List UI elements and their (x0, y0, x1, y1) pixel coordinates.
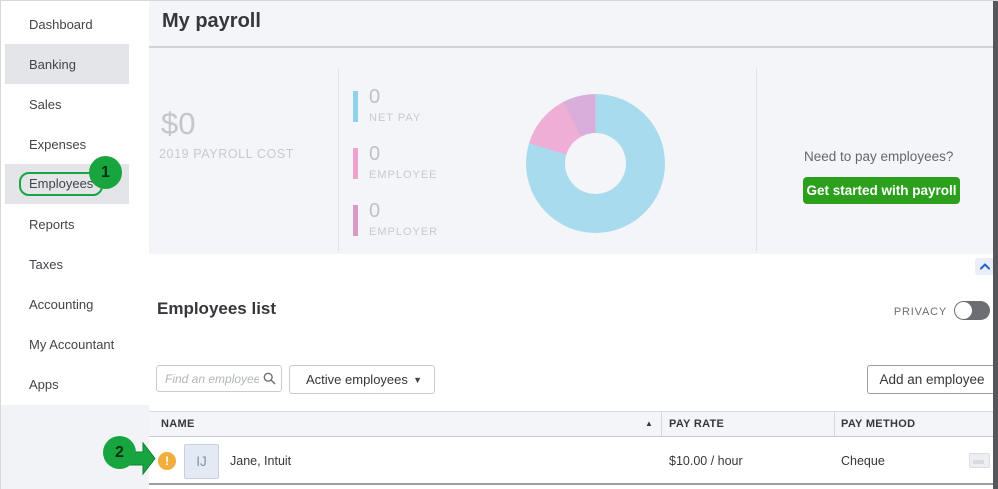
sidebar-item-sales[interactable]: Sales (5, 84, 129, 124)
sidebar-item-label: Employees (29, 176, 94, 191)
employer-label: EMPLOYER (369, 226, 439, 238)
warning-icon: ! (158, 452, 176, 470)
donut-hole (565, 133, 626, 194)
add-employee-button[interactable]: Add an employee (867, 365, 997, 394)
employee-label: EMPLOYEE (369, 169, 438, 181)
employee-avatar: IJ (184, 444, 219, 479)
divider (756, 68, 757, 251)
get-started-button[interactable]: Get started with payroll (803, 177, 960, 204)
employee-value: 0 (369, 143, 381, 165)
net-pay-value: 0 (369, 86, 381, 108)
employee-table-row[interactable]: ! IJ Jane, Intuit $10.00 / hour Cheque (149, 437, 994, 485)
cta-text: Need to pay employees? (804, 149, 954, 164)
payroll-donut-chart (526, 94, 665, 233)
filter-selected-value: Active employees (306, 372, 408, 387)
column-divider (661, 412, 662, 436)
employee-status-filter[interactable]: Active employees ▼ (289, 365, 435, 394)
sidebar-item-taxes[interactable]: Taxes (5, 244, 129, 284)
payroll-cost-value: $0 (161, 106, 196, 141)
sidebar-item-label: Accounting (29, 296, 94, 312)
privacy-toggle[interactable] (954, 301, 990, 320)
employee-pay-rate: $10.00 / hour (669, 454, 743, 468)
sidebar-item-expenses[interactable]: Expenses (5, 124, 129, 164)
sidebar-item-label: Taxes (29, 256, 63, 272)
net-pay-label: NET PAY (369, 112, 422, 124)
legend-item-employer: 0 EMPLOYER (353, 200, 503, 238)
net-pay-color-bar (353, 91, 358, 122)
payroll-cost-label: 2019 PAYROLL COST (159, 147, 295, 161)
chevron-down-icon: ▼ (413, 374, 422, 385)
step1-badge: 1 (89, 156, 122, 189)
sidebar-item-dashboard[interactable]: Dashboard (5, 4, 129, 44)
sidebar-item-accounting[interactable]: Accounting (5, 284, 129, 324)
step2-arrow-icon (128, 441, 156, 476)
employees-list-title: Employees list (157, 299, 277, 318)
sidebar-item-label: Banking (29, 56, 76, 72)
collapse-panel-button[interactable] (975, 258, 995, 275)
sidebar-item-label: Expenses (29, 136, 87, 152)
employer-color-bar (353, 205, 358, 236)
divider (338, 68, 339, 251)
chevron-up-icon (980, 263, 990, 270)
employee-search (156, 365, 282, 392)
employees-table-header: NAME ▲ PAY RATE PAY METHOD (149, 411, 994, 437)
sidebar-item-label: Apps (29, 376, 59, 392)
employee-search-input[interactable] (156, 365, 282, 392)
sidebar-item-label: Sales (29, 96, 62, 112)
page-header: My payroll (149, 1, 994, 48)
payroll-summary-panel: $0 2019 PAYROLL COST 0 NET PAY 0 EMPLOYE… (149, 48, 994, 254)
employee-name[interactable]: Jane, Intuit (230, 454, 292, 468)
sidebar-item-reports[interactable]: Reports (5, 204, 129, 244)
sort-ascending-icon[interactable]: ▲ (645, 419, 653, 428)
sidebar-item-label: Reports (29, 216, 75, 232)
sidebar-item-banking[interactable]: Banking (5, 44, 129, 84)
paycheque-icon (969, 453, 990, 468)
sidebar-item-label: My Accountant (29, 336, 115, 352)
privacy-toggle-knob[interactable] (955, 302, 972, 319)
page-title: My payroll (162, 10, 261, 32)
column-divider (834, 412, 835, 436)
column-header-name[interactable]: NAME (161, 418, 195, 430)
column-header-pay-rate[interactable]: PAY RATE (669, 418, 725, 430)
sidebar-item-apps[interactable]: Apps (5, 364, 129, 404)
sidebar-item-label: Dashboard (29, 16, 93, 32)
legend-item-employee: 0 EMPLOYEE (353, 143, 503, 181)
legend-item-net-pay: 0 NET PAY (353, 86, 503, 124)
privacy-label: PRIVACY (893, 306, 947, 318)
search-icon (263, 372, 276, 385)
sidebar: Dashboard Banking Sales Expenses Employe… (1, 1, 149, 489)
employer-value: 0 (369, 200, 381, 222)
step2-badge: 2 (103, 436, 136, 469)
column-header-pay-method[interactable]: PAY METHOD (841, 418, 916, 430)
employee-pay-method: Cheque (841, 454, 885, 468)
employees-list-card: Employees list PRIVACY Active employees … (149, 254, 997, 489)
employee-color-bar (353, 148, 358, 179)
window-right-edge (993, 1, 998, 489)
sidebar-item-my-accountant[interactable]: My Accountant (5, 324, 129, 364)
